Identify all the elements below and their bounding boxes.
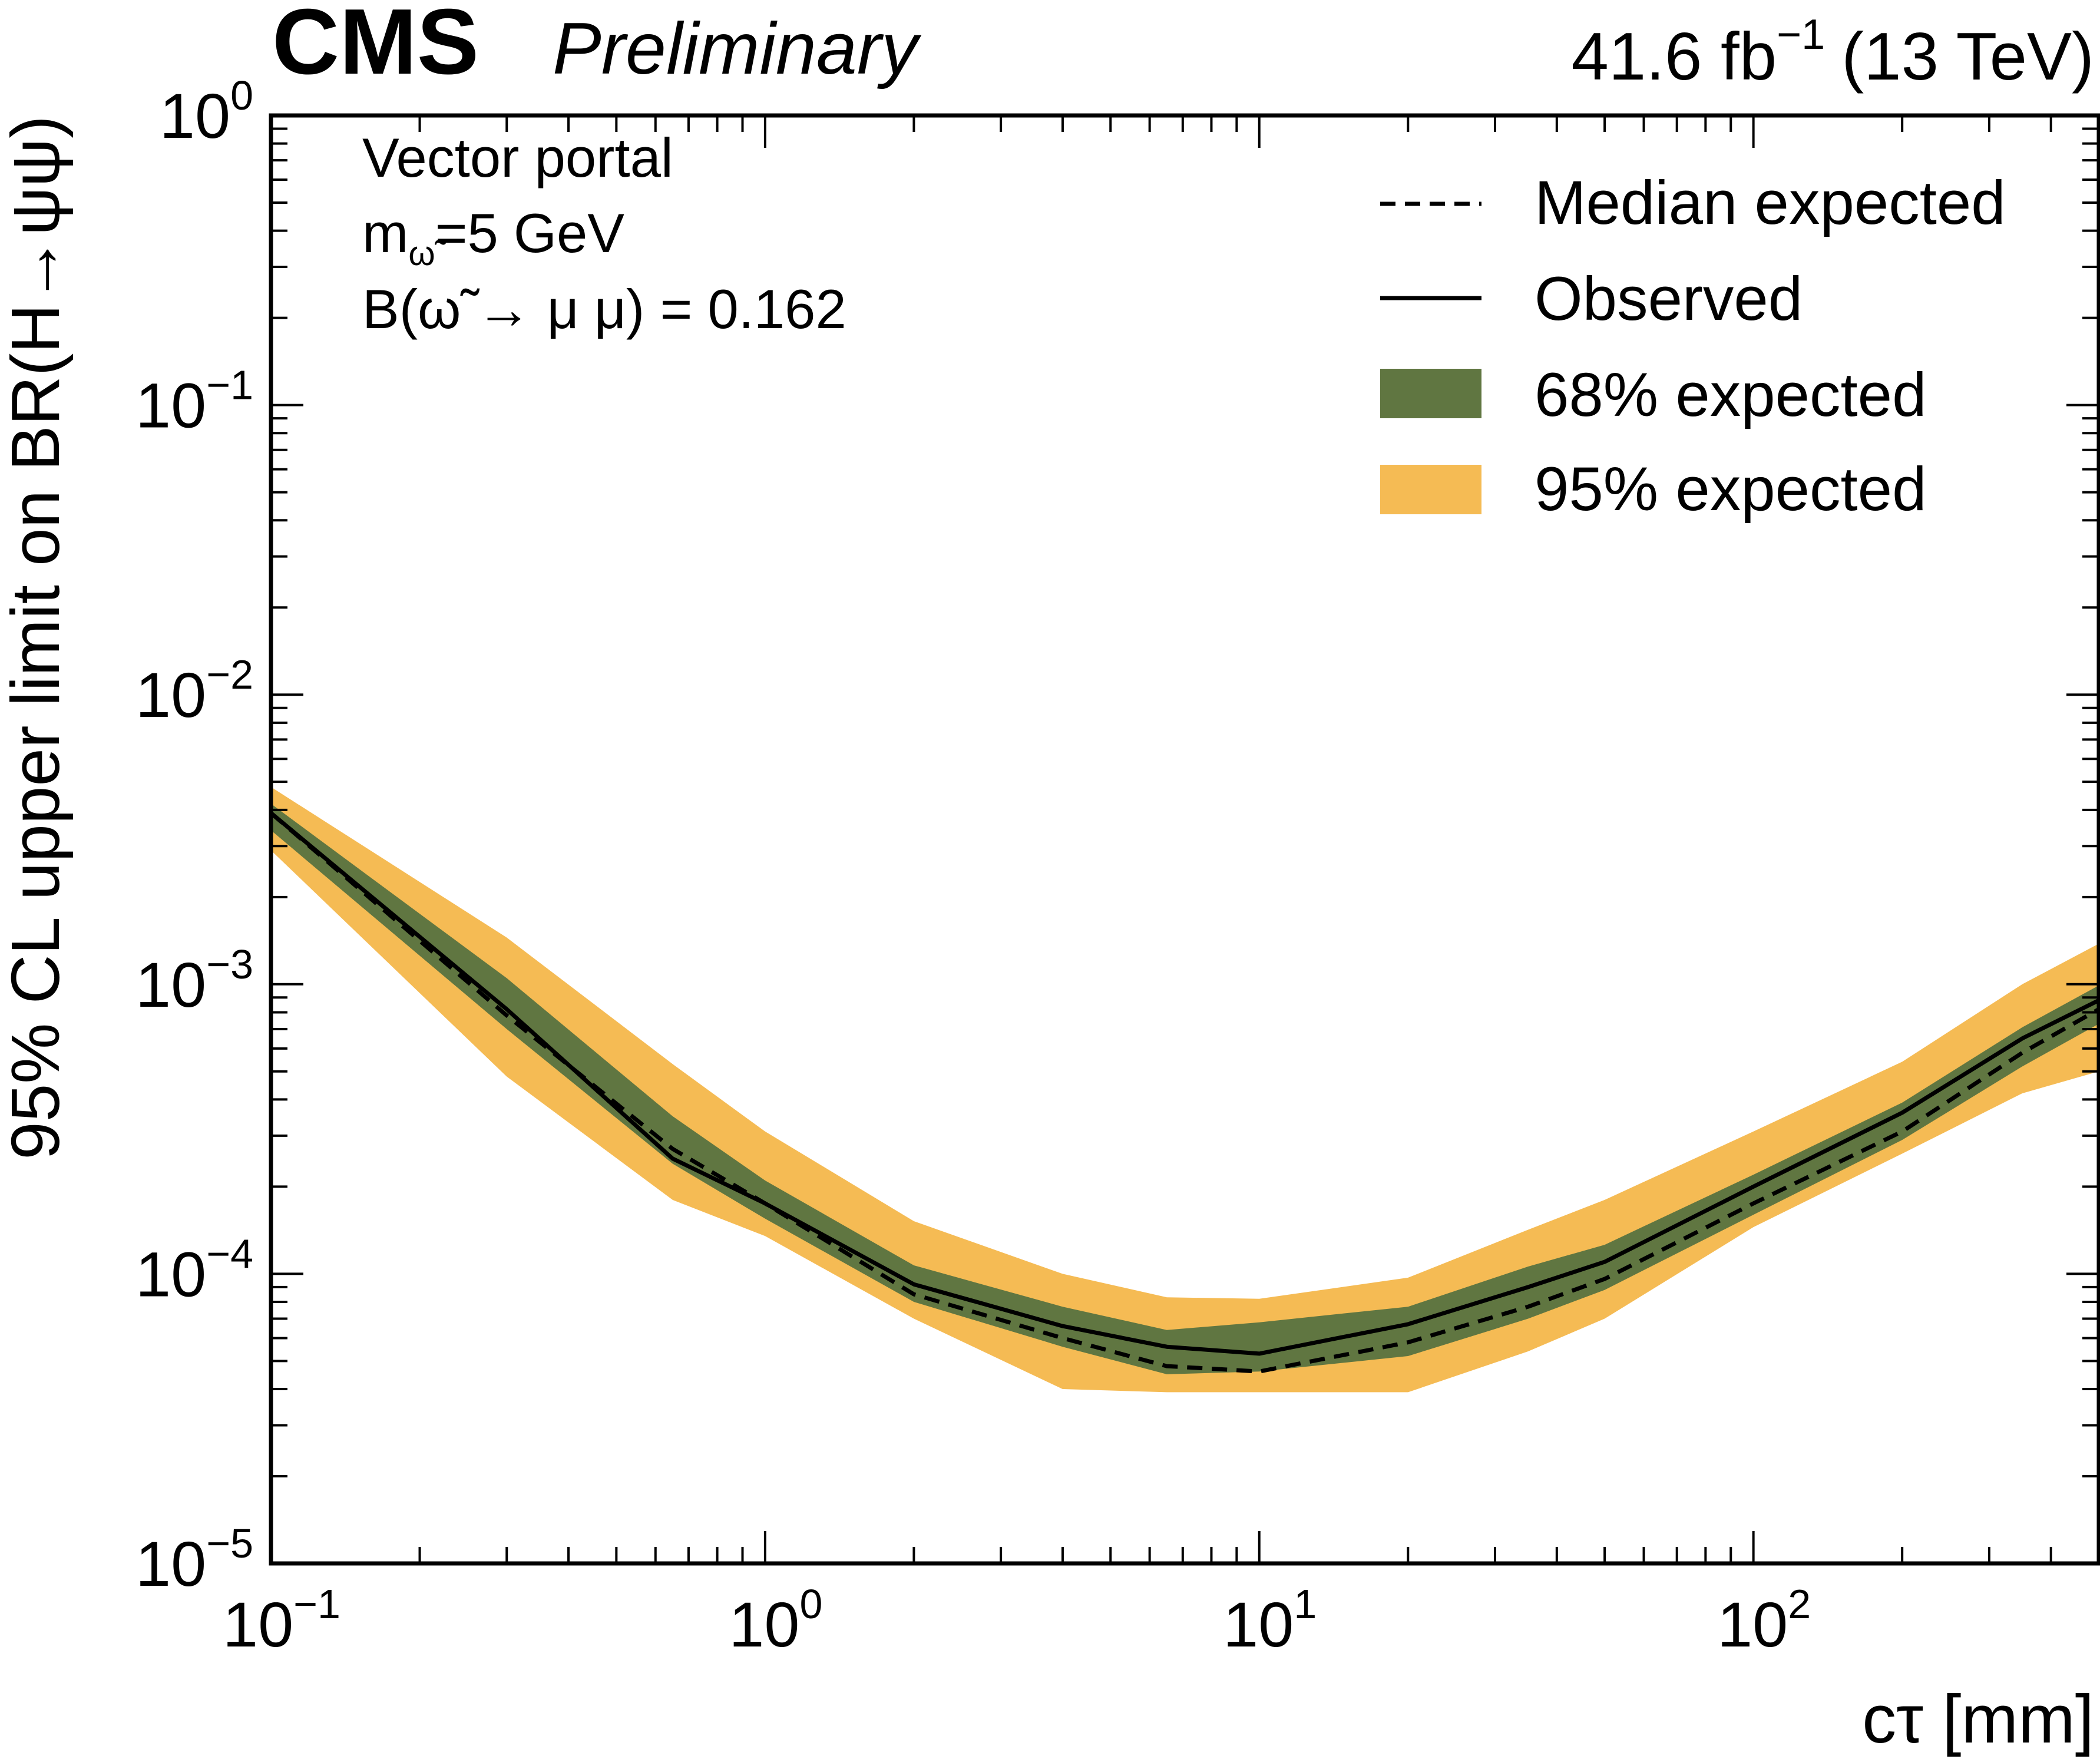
lumi-label: 41.6 fb−1 (13 TeV) — [1572, 11, 2095, 94]
legend-band95-swatch — [1380, 465, 1481, 514]
y-tick-label: 10−2 — [135, 652, 253, 730]
band-95-expected — [271, 786, 2099, 1393]
legend-band68-label: 68% expected — [1535, 361, 1926, 429]
x-tick-label: 10−1 — [223, 1581, 340, 1660]
y-tick-label-exponent: −1 — [206, 362, 253, 408]
x-tick-label-base: 10 — [1223, 1589, 1294, 1660]
x-tick-label-exponent: 2 — [1788, 1581, 1811, 1627]
y-tick-label-base: 10 — [135, 1528, 206, 1599]
lines-layer — [271, 811, 2099, 1374]
x-axis-title: cτ [mm] — [1862, 1681, 2094, 1757]
x-tick-label-base: 10 — [1717, 1589, 1788, 1660]
legend-band68-swatch — [1380, 369, 1481, 418]
y-tick-label-base: 10 — [160, 80, 230, 151]
y-tick-label: 10−5 — [135, 1520, 253, 1599]
y-tick-label: 10−1 — [135, 362, 253, 441]
legend-median-label: Median expected — [1535, 168, 2006, 237]
legend-band95-label: 95% expected — [1535, 455, 1926, 524]
annotation-branching: B(ω̃ → μ μ) = 0.162 — [362, 278, 846, 340]
y-tick-label: 100 — [160, 72, 253, 151]
x-tick-label: 100 — [729, 1581, 822, 1660]
band-68-expected — [271, 804, 2099, 1374]
preliminary-label: Preliminary — [553, 8, 922, 90]
y-tick-label-base: 10 — [135, 370, 206, 441]
y-tick-label-base: 10 — [135, 1238, 206, 1310]
plot-frame — [269, 113, 2100, 1566]
median-expected-line — [271, 811, 2099, 1374]
cms-label: CMS — [272, 0, 479, 94]
annotation-mass: mω̃=5 GeV — [362, 202, 624, 273]
x-tick-label-exponent: 1 — [1294, 1581, 1317, 1627]
y-tick-label-base: 10 — [135, 659, 206, 730]
x-tick-label-base: 10 — [223, 1589, 293, 1660]
ticks-layer — [270, 114, 2100, 1565]
bands-layer — [271, 786, 2099, 1393]
observed-line — [271, 811, 2099, 1356]
y-tick-label-exponent: −2 — [206, 652, 253, 697]
x-tick-label-exponent: 0 — [799, 1581, 822, 1627]
energy-label: (13 TeV) — [1841, 19, 2094, 94]
y-tick-label: 10−4 — [135, 1231, 253, 1310]
y-tick-label: 10−3 — [135, 941, 253, 1020]
annotation-portal: Vector portal — [362, 127, 673, 189]
y-tick-label-base: 10 — [135, 949, 206, 1020]
legend-observed-label: Observed — [1535, 264, 1803, 333]
x-tick-label-exponent: −1 — [293, 1581, 340, 1627]
x-tick-label: 101 — [1223, 1581, 1317, 1660]
lumi-value: 41.6 fb — [1572, 19, 1777, 94]
x-tick-label: 102 — [1717, 1581, 1811, 1660]
y-tick-label-exponent: 0 — [230, 72, 253, 118]
y-tick-label-exponent: −5 — [206, 1520, 253, 1566]
y-axis-title: 95% CL upper limit on BR(H→ψψ) — [0, 115, 74, 1160]
annotation-mass-value: =5 GeV — [435, 202, 625, 264]
x-tick-label-base: 10 — [729, 1589, 799, 1660]
lumi-exponent: −1 — [1777, 11, 1825, 58]
annotation-mass-symbol: m — [362, 202, 408, 264]
legend: Median expected Observed 68% expected 95… — [1380, 168, 2006, 524]
y-tick-label-exponent: −4 — [206, 1231, 253, 1277]
y-tick-label-exponent: −3 — [206, 941, 253, 987]
